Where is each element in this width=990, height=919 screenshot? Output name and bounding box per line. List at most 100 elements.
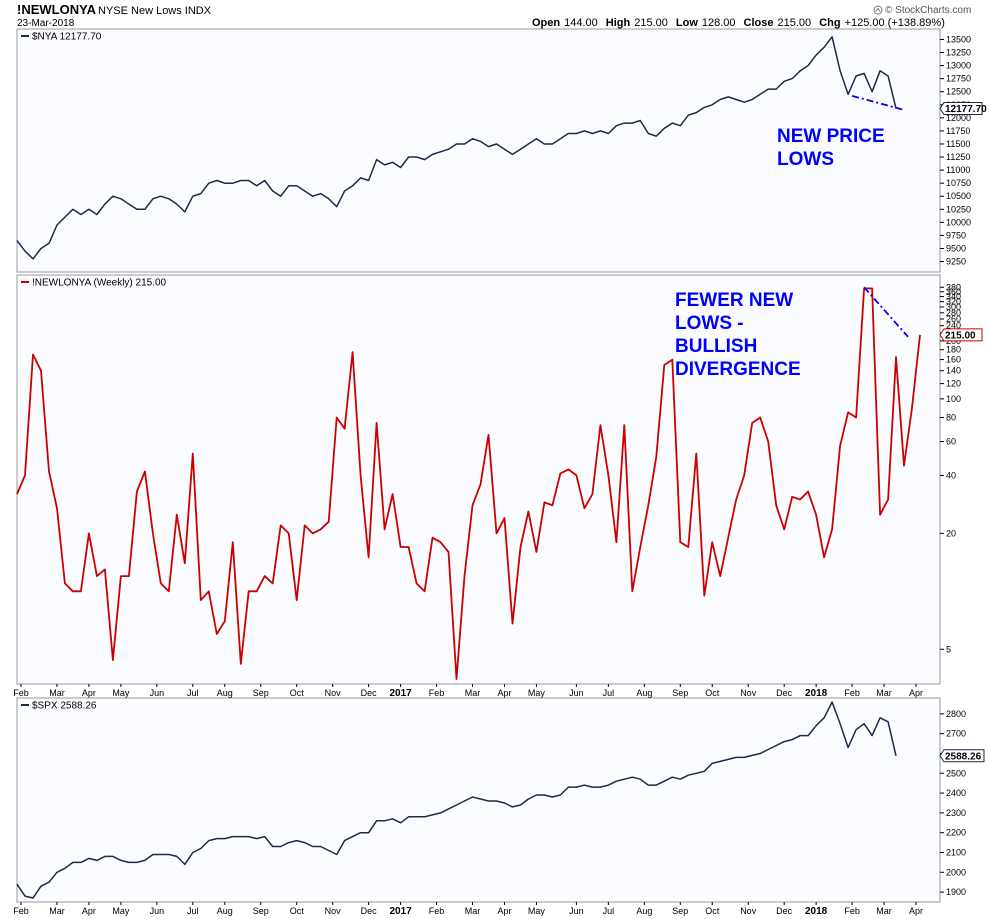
last-value-tag [939, 328, 983, 342]
y-tick-label: 20 [946, 528, 956, 538]
series-line [16, 287, 921, 680]
x-tick-label: Aug [217, 906, 233, 916]
y-tick-label: 260 [946, 314, 961, 324]
spx-price-panel: 1900200021002200230024002500260027002800… [16, 697, 985, 903]
x-tick-label: 2018 [805, 688, 828, 699]
y-tick-label: 12750 [946, 74, 971, 84]
chart-annotation-line: DIVERGENCE [675, 359, 801, 380]
y-tick-label: 13000 [946, 61, 971, 71]
last-value-tag [939, 749, 985, 763]
x-tick-label: Feb [429, 688, 445, 698]
x-tick-label: Feb [13, 906, 29, 916]
chart-annotation-line: BULLISH [675, 336, 757, 357]
plot-frame [16, 28, 941, 273]
x-tick-label: Feb [844, 906, 860, 916]
y-tick-label: 320 [946, 297, 961, 307]
y-tick-label: 10750 [946, 178, 971, 188]
chart-annotation-line: NEW PRICE [777, 126, 885, 147]
x-tick-label: Aug [217, 688, 233, 698]
last-value-label: 215.00 [945, 330, 976, 341]
y-tick-label: 140 [946, 366, 961, 376]
x-tick-label: Jul [603, 906, 615, 916]
y-tick-label: 9250 [946, 257, 966, 267]
y-tick-label: 280 [946, 308, 961, 318]
y-tick-label: 5 [946, 644, 951, 654]
plot-frame [16, 274, 941, 685]
x-tick-label: Jun [569, 688, 584, 698]
x-tick-label: May [112, 688, 130, 698]
x-tick-label: Dec [776, 906, 793, 916]
x-tick-label: Jul [187, 906, 199, 916]
x-tick-label: Mar [465, 906, 481, 916]
x-tick-label: Mar [465, 688, 481, 698]
close-label: Close [744, 17, 774, 29]
y-tick-label: 10000 [946, 217, 971, 227]
x-tick-label: 2017 [389, 906, 412, 917]
y-tick-label: 13250 [946, 48, 971, 58]
x-tick-label: Sep [253, 688, 269, 698]
nya-price-panel: 9250 9500 9750 10000 10250 10500 10750 11000 112… [16, 28, 987, 273]
x-tick-label: Dec [776, 688, 793, 698]
chg-label: Chg [819, 17, 840, 29]
divergence-trendline [863, 286, 909, 338]
y-tick-label: 340 [946, 292, 961, 302]
x-tick-label: Oct [290, 688, 305, 698]
y-tick-label: 80 [946, 413, 956, 423]
x-tick-label: Apr [497, 688, 511, 698]
x-tick-label: Feb [429, 906, 445, 916]
x-tick-label: Sep [253, 906, 269, 916]
y-tick-label: 12500 [946, 87, 971, 97]
y-tick-label: 2200 [946, 828, 966, 838]
low-label: Low [676, 17, 698, 29]
x-tick-label: Mar [49, 906, 65, 916]
last-value-tag [939, 102, 983, 116]
stockcharts-logo[interactable]: © StockCharts.com [873, 5, 971, 16]
y-tick-label: 11000 [946, 165, 970, 175]
up-arrow-icon [873, 5, 883, 15]
chart-annotation-line: FEWER NEW [675, 290, 793, 311]
x-tick-label: Dec [361, 688, 378, 698]
x-tick-label: Oct [290, 906, 305, 916]
y-tick-label: 11750 [946, 126, 970, 136]
y-tick-label: 360 [946, 287, 961, 297]
x-tick-label: Apr [909, 906, 923, 916]
x-tick-label: Feb [844, 688, 860, 698]
up-arrow-icon-glyph [875, 7, 881, 12]
y-tick-label: 2000 [946, 867, 966, 877]
last-value-label: 12177.70 [945, 104, 987, 115]
y-tick-label: 13500 [946, 34, 971, 44]
close-value: 215.00 [778, 17, 812, 29]
y-tick-label: 240 [946, 321, 961, 331]
y-tick-label: 10250 [946, 204, 971, 214]
y-tick-label: 9750 [946, 230, 966, 240]
new-lows-panel: 5204060801001201401601802002202402602803… [16, 274, 983, 685]
y-tick-label: 1900 [946, 887, 966, 897]
x-tick-label: Oct [705, 688, 720, 698]
x-tick-label: Nov [325, 688, 342, 698]
plot-frame [16, 697, 941, 903]
low-value: 128.00 [702, 17, 736, 29]
high-label: High [606, 17, 631, 29]
x-tick-label: Sep [672, 906, 688, 916]
x-tick-label: May [528, 688, 546, 698]
series-line [16, 36, 897, 260]
y-tick-label: 60 [946, 437, 956, 447]
y-tick-label: 380 [946, 282, 961, 292]
x-tick-label: 2018 [805, 906, 828, 917]
x-tick-label: Aug [636, 906, 652, 916]
y-tick-label: 120 [946, 379, 961, 389]
series-line [16, 701, 897, 899]
x-tick-label: Nov [325, 906, 342, 916]
divergence-trendline [851, 95, 903, 111]
y-tick-label: 10500 [946, 191, 971, 201]
x-tick-label: Jul [603, 688, 615, 698]
chart-description: NYSE New Lows INDX [98, 5, 212, 17]
chart-symbol: !NEWLONYA [17, 2, 97, 17]
x-tick-label: Nov [740, 906, 757, 916]
x-tick-label: Mar [876, 906, 892, 916]
y-tick-label: 100 [946, 394, 961, 404]
x-axis-middle: Feb Mar Apr May Jun Jul Aug Sep Oct Nov Dec 2017 Feb… [13, 684, 923, 699]
last-value-label: 2588.26 [945, 751, 982, 762]
